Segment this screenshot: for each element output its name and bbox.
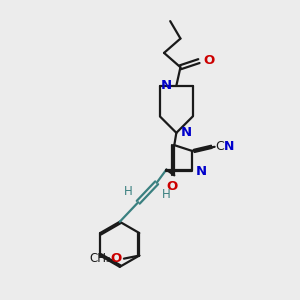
Text: O: O — [167, 181, 178, 194]
Text: H: H — [161, 188, 170, 201]
Text: N: N — [181, 126, 192, 139]
Text: N: N — [161, 79, 172, 92]
Text: CH₃: CH₃ — [89, 252, 111, 265]
Text: C: C — [216, 140, 224, 153]
Text: O: O — [203, 54, 214, 67]
Text: H: H — [124, 185, 132, 198]
Text: N: N — [196, 165, 207, 178]
Text: O: O — [111, 252, 122, 265]
Text: N: N — [224, 140, 234, 153]
